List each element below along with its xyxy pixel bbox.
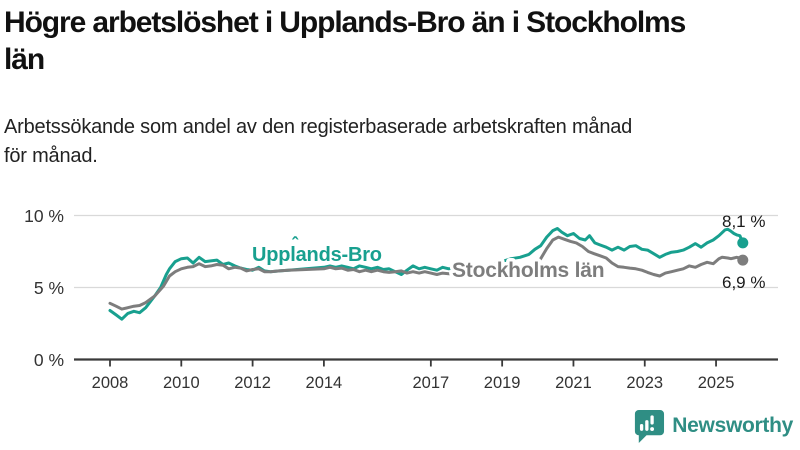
series-end-dot-stockholms-l-n <box>737 254 749 266</box>
page-title-line1: Högre arbetslöshet i Upplands-Bro än i S… <box>4 6 686 39</box>
exclamation-bar <box>650 415 655 425</box>
x-axis-label-2010: 2010 <box>163 374 200 392</box>
end-value-label-stockholms-l-n: 6,9 % <box>722 273 765 292</box>
chart-subtitle-line2: för månad. <box>4 145 98 167</box>
series-label-stockholms-l-n: Stockholms län <box>452 259 604 282</box>
x-axis-label-2023: 2023 <box>626 374 663 392</box>
x-axis-label-2012: 2012 <box>234 374 271 392</box>
page-title-line2: län <box>4 43 45 76</box>
newsworthy-logo-text: Newsworthy <box>672 414 793 437</box>
chart-subtitle: Arbetssökande som andel av den registerb… <box>4 113 796 171</box>
x-axis-label-2017: 2017 <box>412 374 449 392</box>
bar-tall <box>645 420 649 431</box>
series-line-stockholms-l-n <box>108 235 745 311</box>
end-value-label-upplands-bro: 8,1 % <box>722 212 765 231</box>
series-line-upplands-bro <box>108 227 745 321</box>
speech-bubble-shape <box>635 409 665 443</box>
y-axis-label-0: 0 % <box>34 350 64 370</box>
x-axis-label-2008: 2008 <box>92 374 129 392</box>
exclamation-dot <box>650 427 655 431</box>
chart-subtitle-line1: Arbetssökande som andel av den registerb… <box>4 116 633 138</box>
series-label-caret: ˆ <box>292 234 299 254</box>
y-axis-label-10: 10 % <box>24 206 64 226</box>
bar-small <box>640 424 644 431</box>
newsworthy-logo[interactable]: Newsworthy <box>632 408 793 444</box>
page-title: Högre arbetslöshet i Upplands-Bro än i S… <box>4 4 796 78</box>
y-axis-label-5: 5 % <box>34 278 64 298</box>
x-axis-label-2021: 2021 <box>555 374 592 392</box>
x-axis-label-2019: 2019 <box>484 374 521 392</box>
x-axis-label-2025: 2025 <box>698 374 735 392</box>
x-axis-label-2014: 2014 <box>306 374 343 392</box>
series-label-upplands-bro: Upplands-Bro <box>252 244 382 266</box>
newsworthy-logo-icon <box>635 409 665 443</box>
series-end-dot-upplands-bro <box>737 237 749 249</box>
